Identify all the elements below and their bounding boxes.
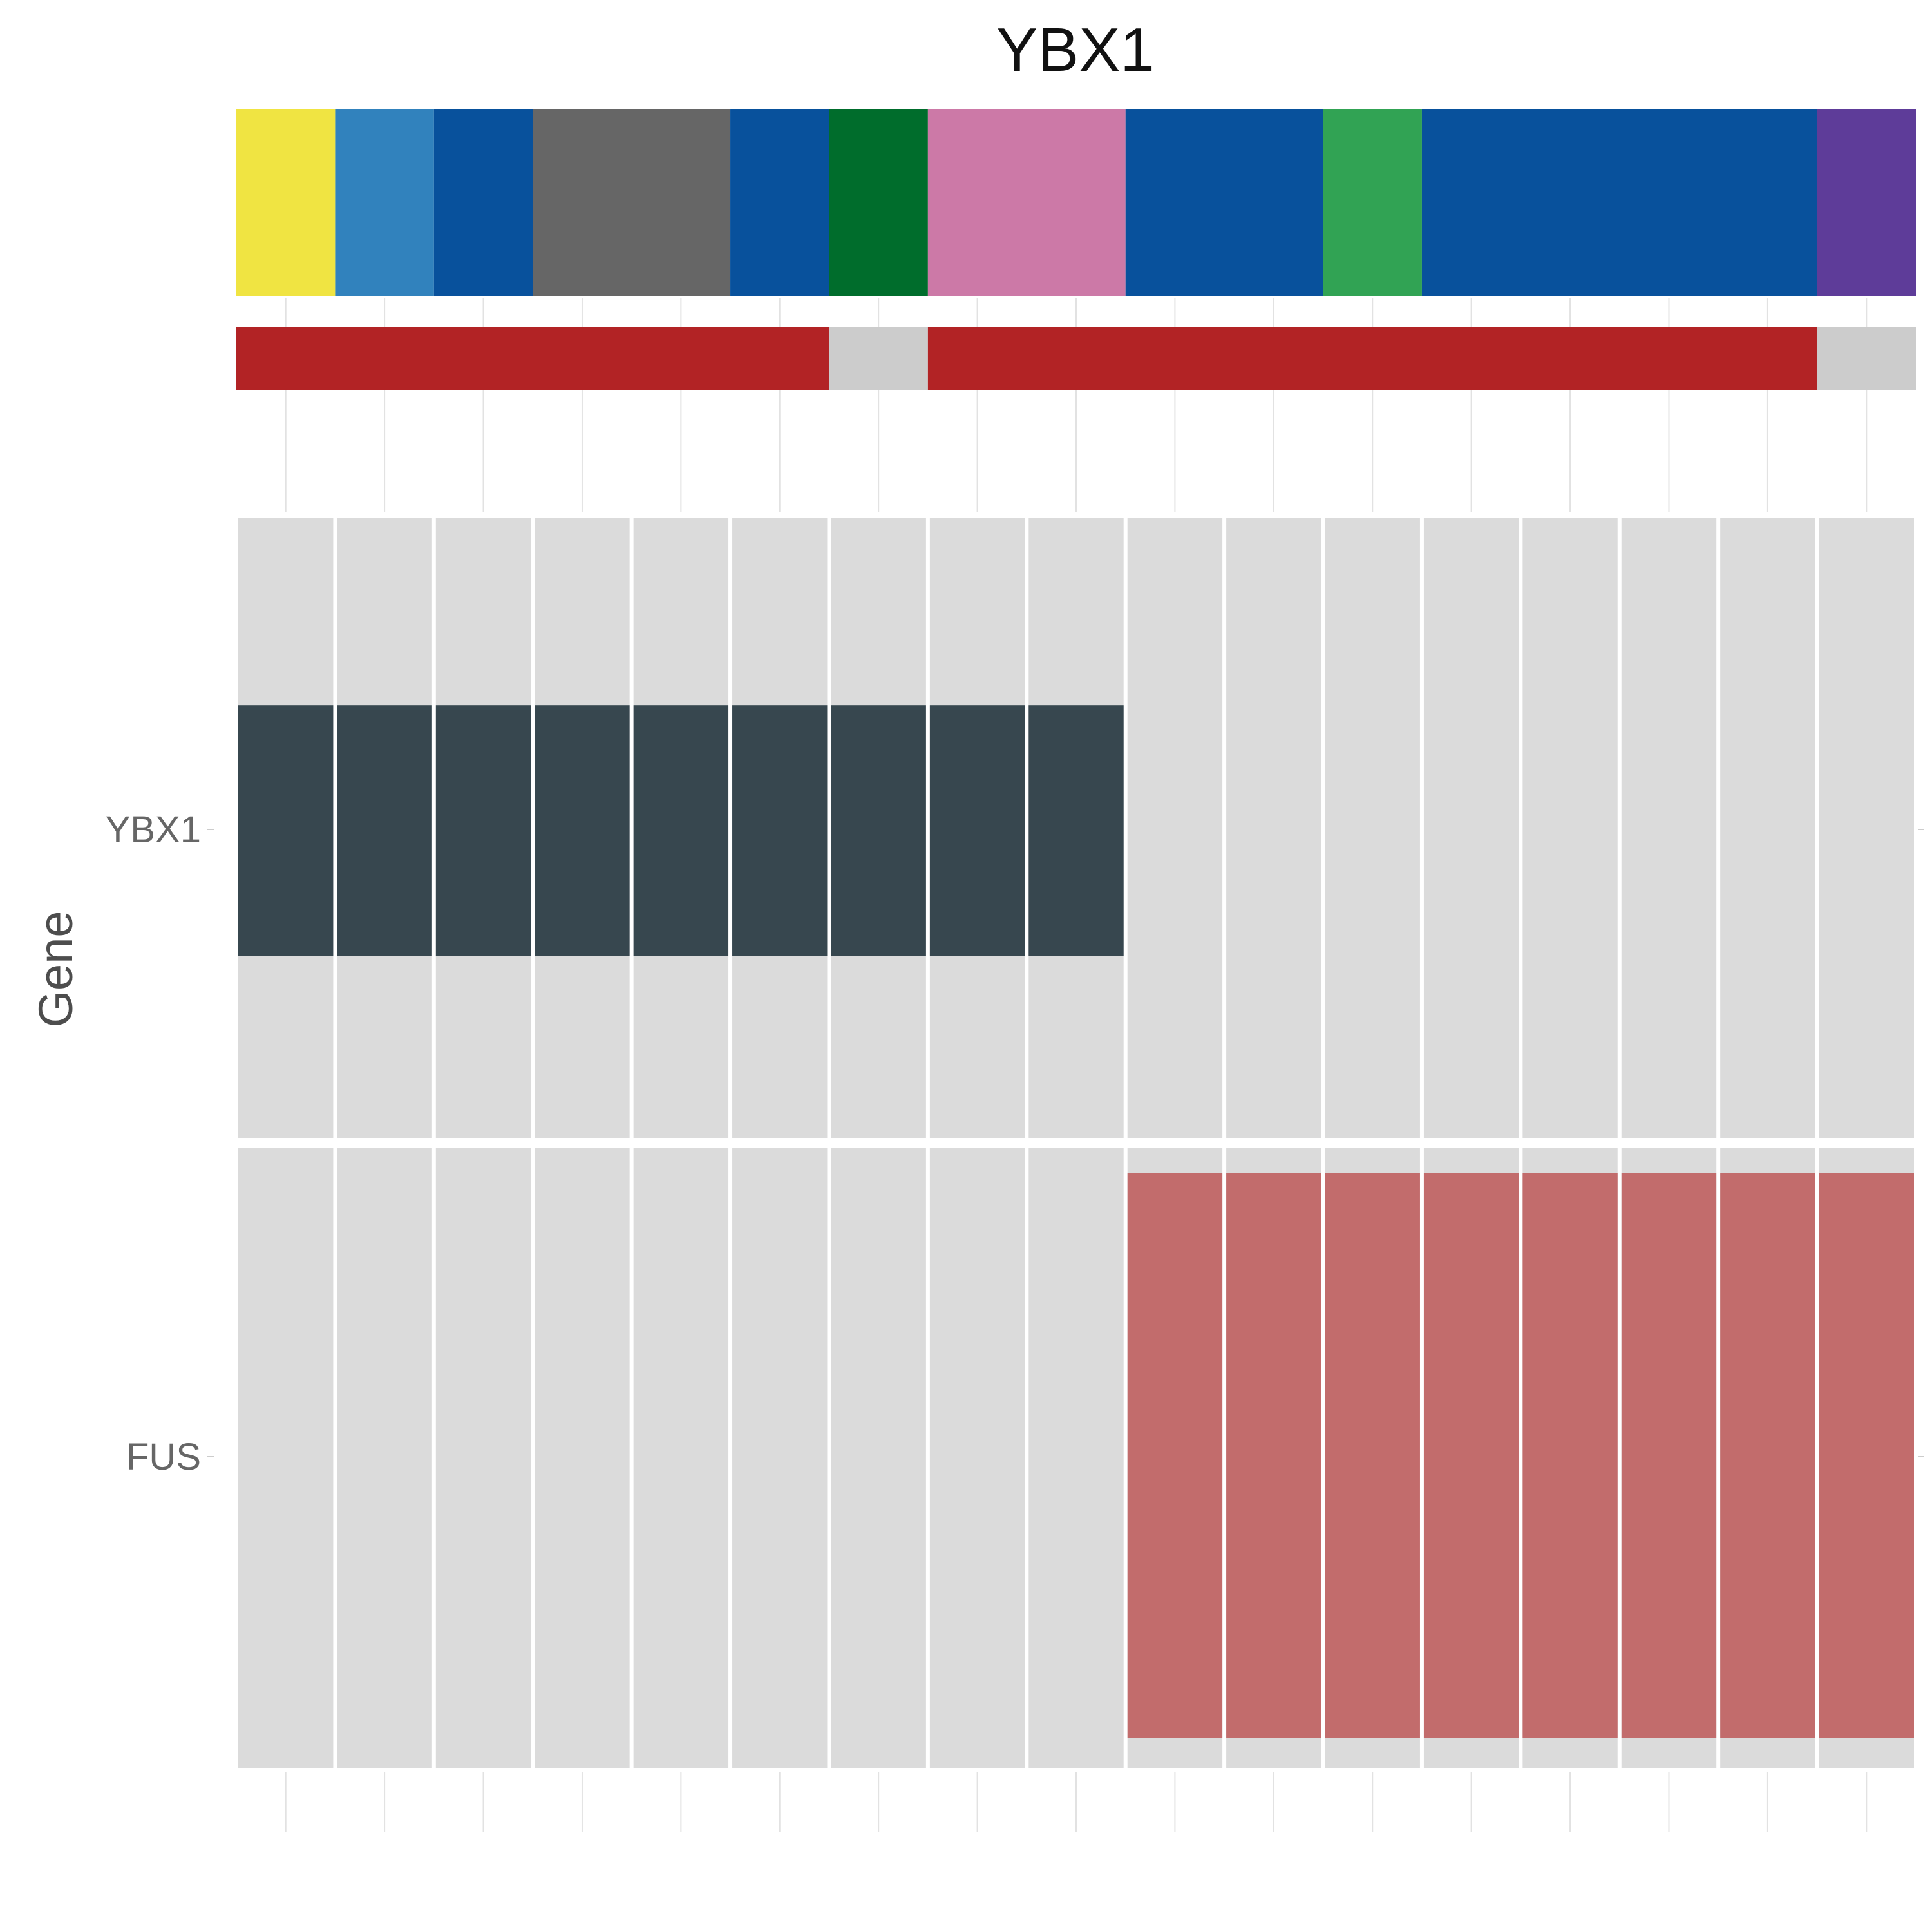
annotation-track-1-segment-7 — [927, 109, 1126, 296]
annotation-track-1-segment-6 — [829, 109, 928, 296]
cell-bg-ybx1-15 — [1621, 518, 1717, 1138]
cell-bar-fus-14 — [1522, 1173, 1618, 1738]
cell-bg-fus-1 — [238, 1148, 334, 1768]
cell-bg-ybx1-11 — [1226, 518, 1321, 1138]
cell-bar-ybx1-5 — [633, 705, 729, 956]
cell-bar-fus-13 — [1423, 1173, 1519, 1738]
heatmap-cells — [238, 518, 1914, 1768]
cell-bar-fus-17 — [1819, 1173, 1914, 1738]
cell-bar-ybx1-7 — [831, 705, 926, 956]
cell-bg-fus-7 — [831, 1148, 926, 1768]
cell-bar-fus-15 — [1621, 1173, 1717, 1738]
annotation-tracks — [236, 109, 1916, 390]
cell-bar-ybx1-3 — [435, 705, 531, 956]
cell-bg-fus-9 — [1028, 1148, 1124, 1768]
y-axis-title: Gene — [29, 911, 82, 1027]
cell-bar-ybx1-8 — [929, 705, 1025, 956]
vertical-gridlines — [285, 298, 1868, 1832]
cell-bg-fus-2 — [337, 1148, 432, 1768]
annotation-track-2-segment-1 — [236, 327, 829, 390]
annotation-track-1-segment-9 — [1323, 109, 1422, 296]
annotation-track-1-segment-2 — [335, 109, 434, 296]
annotation-track-2-segment-2 — [829, 327, 928, 390]
annotation-track-1-segment-8 — [1125, 109, 1323, 296]
cell-bar-fus-16 — [1720, 1173, 1815, 1738]
cell-bg-fus-3 — [435, 1148, 531, 1768]
cell-bg-ybx1-14 — [1522, 518, 1618, 1138]
cell-bg-fus-4 — [535, 1148, 630, 1768]
cell-bg-ybx1-17 — [1819, 518, 1914, 1138]
annotation-track-1-segment-3 — [433, 109, 533, 296]
cell-bar-fus-10 — [1127, 1173, 1223, 1738]
row-label-fus: FUS — [126, 1436, 201, 1478]
annotation-track-2-segment-4 — [1817, 327, 1916, 390]
cell-bg-fus-5 — [633, 1148, 729, 1768]
cell-bar-fus-11 — [1226, 1173, 1321, 1738]
cell-bg-fus-6 — [732, 1148, 828, 1768]
cell-bg-fus-8 — [929, 1148, 1025, 1768]
row-label-ybx1: YBX1 — [106, 809, 201, 851]
row-labels: YBX1 FUS — [106, 809, 1924, 1478]
chart-title: YBX1 — [996, 15, 1154, 84]
cell-bar-fus-12 — [1325, 1173, 1420, 1738]
cell-bg-ybx1-13 — [1423, 518, 1519, 1138]
cell-bar-ybx1-2 — [337, 705, 432, 956]
annotation-track-2-segment-3 — [927, 327, 1817, 390]
annotation-track-1-segment-4 — [533, 109, 731, 296]
cell-bar-ybx1-6 — [732, 705, 828, 956]
cell-bg-ybx1-12 — [1325, 518, 1420, 1138]
annotation-track-1-segment-1 — [236, 109, 336, 296]
annotation-track-1-segment-5 — [730, 109, 829, 296]
annotation-track-1-segment-10 — [1421, 109, 1817, 296]
cell-bar-ybx1-1 — [238, 705, 334, 956]
annotation-track-1-segment-11 — [1817, 109, 1916, 296]
cell-bar-ybx1-4 — [535, 705, 630, 956]
cell-bg-ybx1-16 — [1720, 518, 1815, 1138]
cell-bg-ybx1-10 — [1127, 518, 1223, 1138]
cell-bar-ybx1-9 — [1028, 705, 1124, 956]
